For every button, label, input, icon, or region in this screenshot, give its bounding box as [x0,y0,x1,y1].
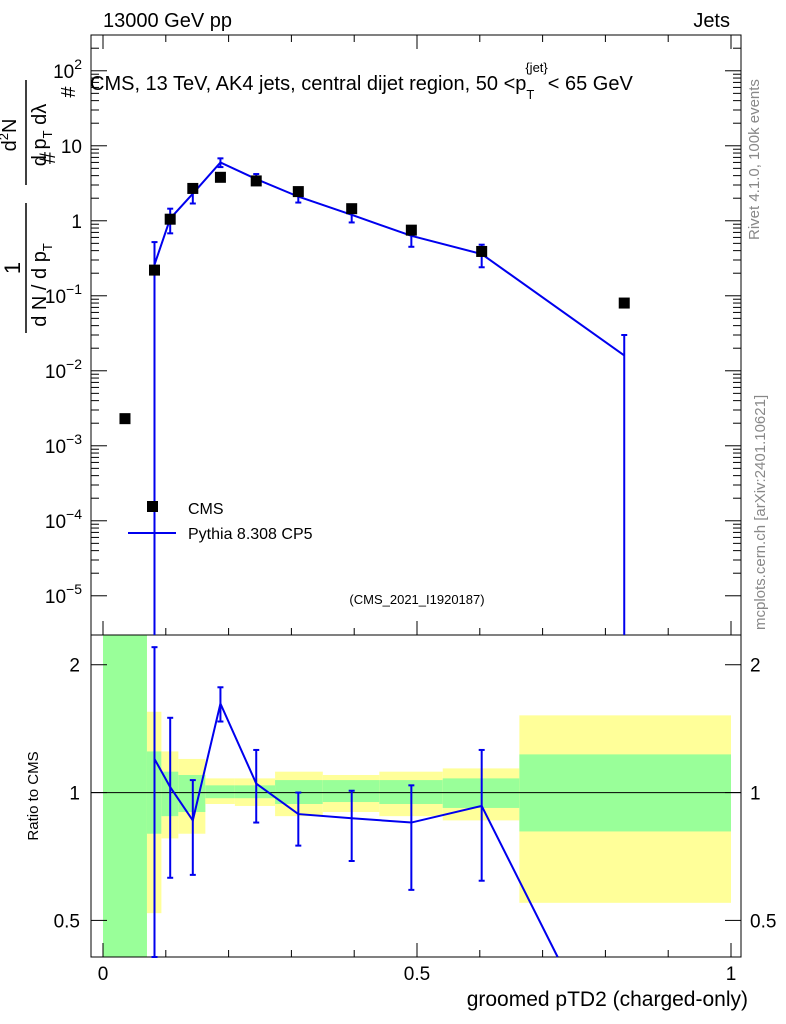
svg-text:d pT dλ: d pT dλ [29,104,55,166]
category-label: Jets [693,10,730,32]
ratio-plot-frame [90,634,742,958]
ratio-line [153,700,559,958]
data-point-6 [292,186,304,198]
y-tick-label: 10−5 [45,581,82,608]
y-tick-label: 10−1 [45,281,82,308]
data-series [119,171,630,425]
data-point-1 [148,264,160,276]
legend-mc-label: Pythia 8.308 CP5 [188,526,313,543]
plot-title: CMS, 13 TeV, AK4 jets, central dijet reg… [90,60,633,102]
energy-label: 13000 GeV pp [103,10,232,32]
ratio-y-tick-label-right: 2 [750,656,761,677]
legend-cms-label: CMS [188,501,224,518]
data-point-0 [119,413,131,425]
ratio-y-tick-label-right: 1 [750,784,761,805]
data-point-7 [346,203,358,215]
data-point-2 [164,213,176,225]
svg-text:#: # [35,151,60,164]
x-tick-label: 0 [98,964,109,985]
data-point-8 [405,224,417,236]
y-tick-label: 10 [61,137,82,158]
mc-line [153,161,625,357]
analysis-watermark: (CMS_2021_I1920187) [349,592,484,607]
y-axis-label: # [35,151,60,164]
rivet-version-note: Rivet 4.1.0, 100k events [746,79,763,240]
uncertainty-bands [103,635,731,957]
data-point-4 [214,171,226,183]
axis-ticks [91,34,741,957]
mc-series [151,157,628,635]
data-point-3 [187,182,199,194]
y-tick-label: 10−3 [45,431,82,458]
band-inner-5 [234,785,276,799]
y-axis-label-hash: # [58,86,80,98]
y-axis-label-group: 1 d N / d pT d2N d pT dλ [0,80,55,333]
band-inner-0 [103,635,147,957]
main-plot-frame [90,34,742,636]
data-point-10 [618,297,630,309]
ratio-y-axis-label: Ratio to CMS [25,751,42,840]
mcplots-source-note: mcplots.cern.ch [arXiv:2401.10621] [752,395,769,630]
x-axis-label: groomed pTD2 (charged-only) [467,988,748,1011]
svg-text:d N / d pT: d N / d pT [29,243,55,327]
y-tick-label: 1 [71,212,82,233]
ratio-y-tick-label-right: 0.5 [750,911,776,932]
ratio-y-tick-label: 0.5 [54,911,80,932]
y-tick-label: 10−4 [45,506,82,533]
svg-text:1: 1 [0,262,25,274]
data-point-9 [476,245,488,257]
ratio-y-tick-label: 1 [69,784,80,805]
tick-labels: 0 0.5 1 102 10 1 10−1 10−2 10−3 10−4 10−5 0.5 0.5 1 1 2… [45,56,777,985]
mc-ratio-series [151,646,559,958]
ratio-y-tick-label: 2 [69,656,80,677]
x-tick-label: 1 [726,964,737,985]
svg-text:d2N: d2N [0,119,21,152]
legend-cms-marker [147,501,158,512]
data-point-5 [250,175,262,187]
x-tick-label: 0.5 [404,964,430,985]
band-inner-4 [205,785,235,799]
y-tick-label: 102 [53,56,82,83]
y-tick-label: 10−2 [45,356,82,383]
